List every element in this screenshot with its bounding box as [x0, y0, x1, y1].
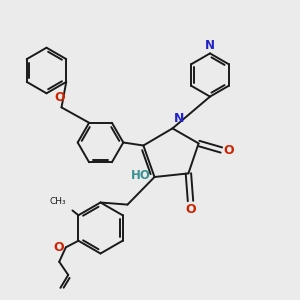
Text: O: O [53, 241, 64, 254]
Text: CH₃: CH₃ [50, 197, 66, 206]
Text: O: O [223, 143, 234, 157]
Text: HO: HO [131, 169, 151, 182]
Text: O: O [55, 92, 65, 104]
Text: N: N [174, 112, 184, 125]
Text: O: O [185, 203, 196, 216]
Text: N: N [205, 39, 215, 52]
